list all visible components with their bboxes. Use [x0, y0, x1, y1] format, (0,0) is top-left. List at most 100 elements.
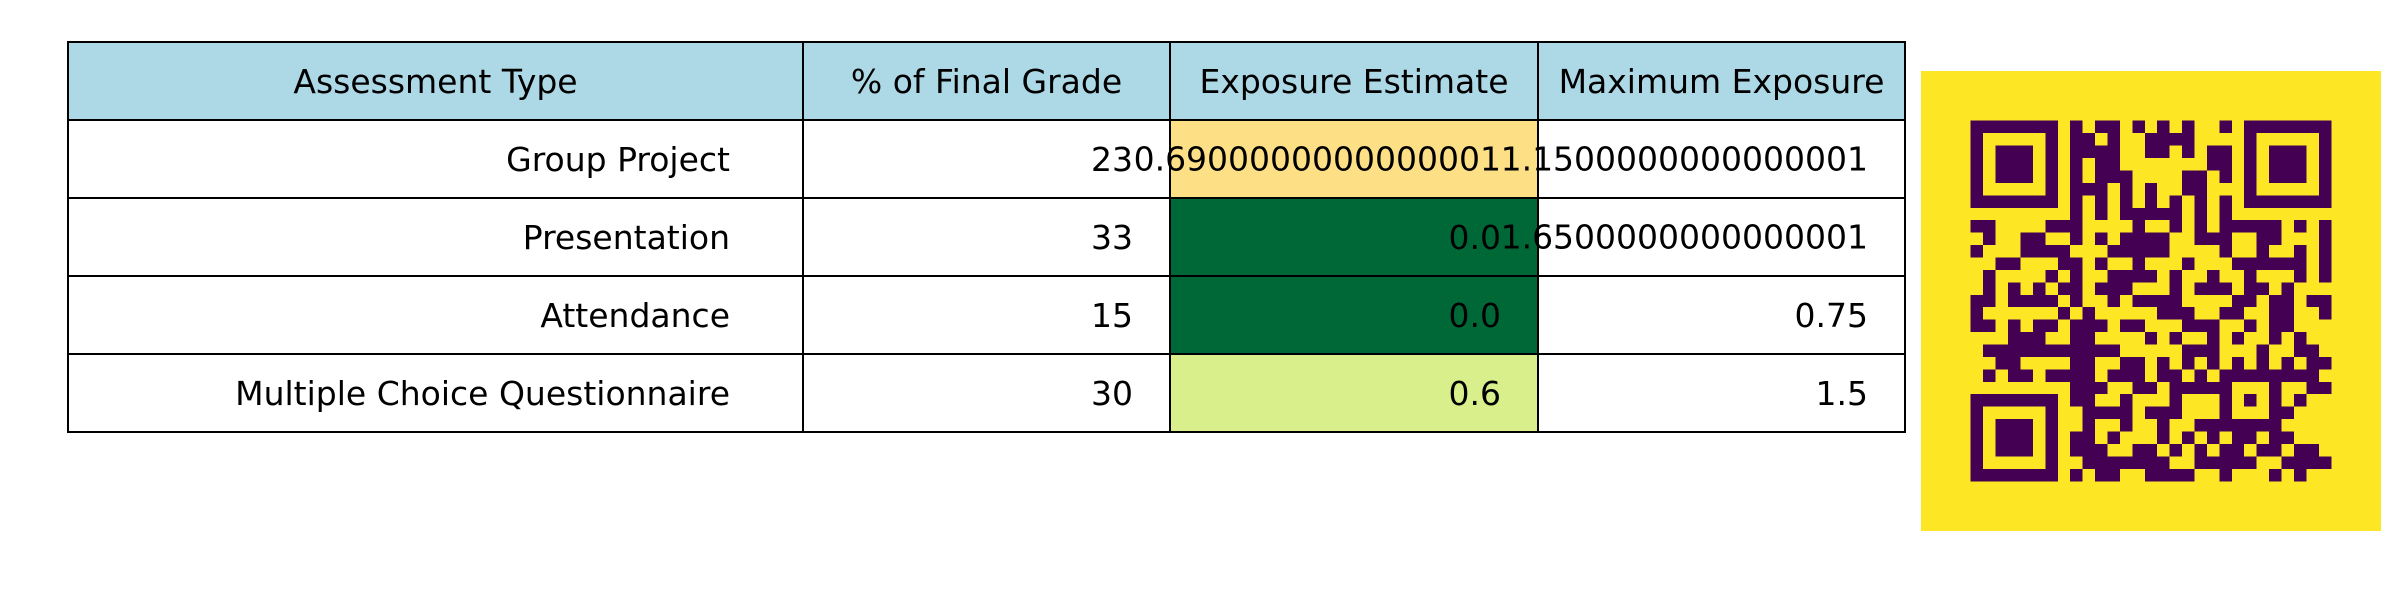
qr-module — [2082, 456, 2096, 469]
qr-module — [2306, 456, 2319, 469]
qr-code-icon — [1921, 71, 2381, 531]
qr-module — [2095, 468, 2108, 482]
qr-module — [1983, 232, 1996, 246]
qr-module — [2318, 245, 2332, 258]
qr-module — [2008, 120, 2021, 134]
qr-module — [2269, 294, 2282, 308]
qr-module — [2107, 369, 2120, 382]
qr-module — [2020, 419, 2033, 432]
qr-module — [2082, 369, 2096, 382]
qr-module — [2045, 133, 2058, 146]
qr-module — [2219, 220, 2232, 233]
qr-module — [2269, 120, 2282, 134]
qr-module — [2244, 269, 2257, 283]
qr-module — [1970, 431, 1984, 444]
qr-module — [2020, 245, 2033, 258]
qr-module — [2169, 307, 2183, 320]
qr-module — [2281, 294, 2294, 308]
qr-module — [2219, 245, 2232, 258]
qr-module — [2293, 170, 2307, 183]
table-row: Group Project 23 0.6900000000000001 1.15… — [67, 119, 1906, 199]
qr-module — [2293, 220, 2307, 233]
qr-module — [2082, 394, 2096, 407]
qr-module — [2244, 369, 2257, 382]
qr-module — [2281, 356, 2294, 370]
qr-module — [2057, 282, 2071, 295]
qr-module — [2032, 319, 2046, 333]
qr-module — [2244, 294, 2257, 308]
qr-module — [2045, 344, 2058, 357]
qr-module — [2045, 443, 2058, 457]
qr-module — [1970, 319, 1984, 333]
cell-maximum-exposure: 0.75 — [1537, 275, 1906, 355]
cell-exposure-estimate: 0.6900000000000001 — [1134, 119, 1539, 199]
qr-module — [2107, 294, 2120, 308]
qr-module — [1970, 443, 1984, 457]
qr-module — [2318, 294, 2332, 308]
qr-module — [2194, 344, 2207, 357]
qr-module — [2157, 145, 2170, 159]
qr-module — [2132, 443, 2145, 457]
qr-module — [2206, 456, 2220, 469]
qr-module — [2107, 431, 2120, 444]
qr-module — [2244, 182, 2257, 196]
qr-module — [2095, 182, 2108, 196]
qr-module — [2157, 419, 2170, 432]
qr-module — [2045, 319, 2058, 333]
qr-module — [2182, 381, 2195, 395]
qr-module — [2070, 443, 2083, 457]
qr-module — [2256, 344, 2270, 357]
qr-module — [2293, 344, 2307, 357]
qr-module — [2269, 468, 2282, 482]
qr-module — [2032, 294, 2046, 308]
qr-module — [2169, 406, 2183, 420]
qr-module — [2206, 344, 2220, 357]
cell-maximum-exposure: 1.5 — [1537, 353, 1906, 433]
qr-module — [2095, 232, 2108, 246]
qr-module — [2119, 182, 2133, 196]
qr-module — [2032, 245, 2046, 258]
qr-module — [2119, 207, 2133, 221]
qr-module — [2008, 431, 2021, 444]
qr-module — [2318, 182, 2332, 196]
qr-module — [2008, 257, 2021, 270]
qr-module — [2095, 195, 2108, 208]
qr-module — [2020, 369, 2033, 382]
cell-assessment-type: Presentation — [67, 197, 804, 277]
qr-module — [2057, 344, 2071, 357]
qr-module — [2206, 356, 2220, 370]
qr-module — [2157, 456, 2170, 469]
qr-module — [2244, 257, 2257, 270]
qr-module — [2008, 369, 2021, 382]
qr-module — [2293, 468, 2307, 482]
qr-module — [2169, 468, 2183, 482]
qr-module — [2194, 232, 2207, 246]
qr-module — [2008, 158, 2021, 171]
cell-text: Attendance — [540, 295, 730, 335]
qr-module — [2132, 220, 2145, 233]
qr-module — [1995, 394, 2009, 407]
qr-module — [2256, 220, 2270, 233]
qr-module — [2095, 257, 2108, 270]
qr-module — [2219, 456, 2232, 469]
qr-module — [1995, 170, 2009, 183]
qr-module — [2231, 443, 2245, 457]
qr-module — [2082, 307, 2096, 320]
qr-module — [2206, 145, 2220, 159]
qr-module — [1983, 344, 1996, 357]
col-header-exposure-estimate: Exposure Estimate — [1169, 41, 1539, 121]
qr-module — [1970, 394, 1984, 407]
qr-module — [2244, 282, 2257, 295]
qr-module — [2107, 133, 2120, 146]
qr-module — [2032, 120, 2046, 134]
qr-module — [2169, 394, 2183, 407]
qr-module — [2119, 394, 2133, 407]
qr-module — [2169, 332, 2183, 345]
qr-module — [2219, 145, 2232, 159]
qr-module — [2194, 381, 2207, 395]
qr-module — [2070, 294, 2083, 308]
qr-module — [2070, 195, 2083, 208]
cell-text: 0.0 — [1448, 295, 1501, 335]
qr-module — [2318, 170, 2332, 183]
qr-module — [2020, 431, 2033, 444]
